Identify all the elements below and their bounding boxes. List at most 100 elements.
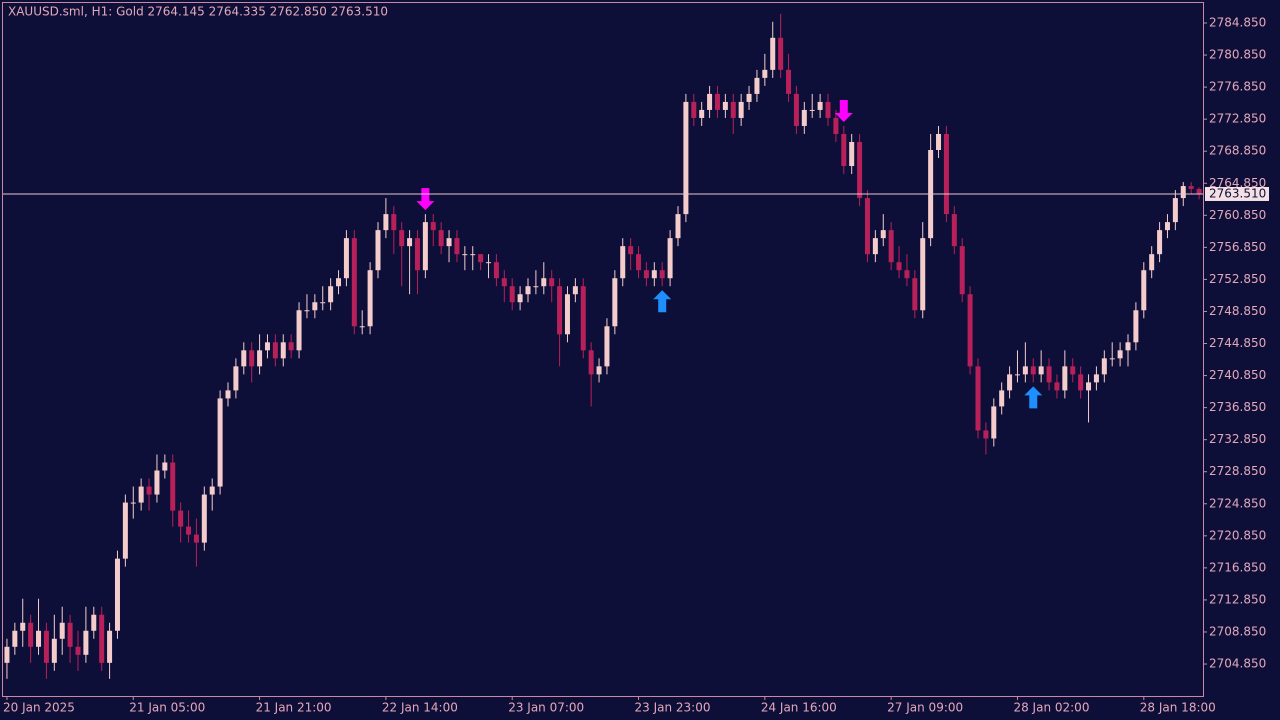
candle-body bbox=[778, 37, 784, 70]
candle-body bbox=[722, 101, 728, 110]
candle-body bbox=[414, 238, 420, 271]
buy-arrow bbox=[653, 290, 672, 313]
candle-body bbox=[1086, 382, 1092, 391]
y-tick-label: 2720.850 bbox=[1209, 528, 1266, 542]
candle-body bbox=[43, 630, 49, 663]
candle-body bbox=[833, 117, 839, 134]
candle-body bbox=[462, 254, 468, 256]
y-tick-label: 2752.850 bbox=[1209, 272, 1266, 286]
candle-body bbox=[817, 101, 823, 110]
candle-body bbox=[59, 622, 65, 639]
x-tick-label: 27 Jan 09:00 bbox=[887, 701, 963, 715]
y-tick-label: 2724.850 bbox=[1209, 496, 1266, 510]
candle-body bbox=[272, 342, 278, 359]
candle-body bbox=[549, 278, 555, 287]
candle-body bbox=[825, 101, 831, 118]
y-tick-label: 2772.850 bbox=[1209, 112, 1266, 126]
y-tick-label: 2744.850 bbox=[1209, 336, 1266, 350]
candle-body bbox=[1180, 186, 1186, 199]
candle-body bbox=[746, 93, 752, 102]
candle-body bbox=[991, 406, 997, 439]
y-tick-label: 2732.850 bbox=[1209, 432, 1266, 446]
candle-body bbox=[107, 630, 113, 663]
x-tick-label: 22 Jan 14:00 bbox=[382, 701, 458, 715]
buy-arrow bbox=[1024, 386, 1043, 409]
candle-body bbox=[770, 37, 776, 70]
candle-body bbox=[786, 69, 792, 94]
candle-body bbox=[1125, 342, 1131, 351]
candle-body bbox=[999, 390, 1005, 407]
candle-body bbox=[904, 270, 910, 279]
candle-body bbox=[1022, 366, 1028, 375]
candle-body bbox=[114, 558, 120, 631]
candle-body bbox=[541, 278, 547, 287]
candle-body bbox=[943, 133, 949, 215]
candle-body bbox=[36, 630, 42, 647]
x-tick-label: 28 Jan 02:00 bbox=[1013, 701, 1089, 715]
candle-body bbox=[186, 526, 192, 535]
x-tick-label: 21 Jan 05:00 bbox=[129, 701, 205, 715]
candle-body bbox=[280, 342, 286, 359]
candle-body bbox=[1014, 374, 1020, 376]
candle-body bbox=[122, 502, 128, 559]
y-tick-label: 2740.850 bbox=[1209, 368, 1266, 382]
candle-body bbox=[193, 534, 199, 543]
candle-body bbox=[422, 222, 428, 271]
candle-body bbox=[288, 342, 294, 351]
sell-arrow bbox=[416, 188, 435, 211]
plot-frame bbox=[2, 2, 1204, 697]
candle-body bbox=[328, 286, 334, 303]
candle-body bbox=[201, 494, 207, 543]
candle-body bbox=[1196, 188, 1202, 194]
candle-body bbox=[849, 141, 855, 167]
candle-body bbox=[1030, 366, 1036, 375]
candle-body bbox=[1046, 366, 1052, 383]
candle-body bbox=[367, 270, 373, 327]
candle-body bbox=[343, 238, 349, 279]
candle-body bbox=[359, 326, 365, 328]
candle-body bbox=[754, 77, 760, 94]
candle-body bbox=[99, 614, 105, 663]
candle-body bbox=[1133, 310, 1139, 343]
x-tick-label: 28 Jan 18:00 bbox=[1140, 701, 1216, 715]
candle-body bbox=[1117, 350, 1123, 359]
candle-body bbox=[351, 238, 357, 327]
candle-body bbox=[557, 286, 563, 335]
candle-body bbox=[738, 101, 744, 118]
candle-body bbox=[1164, 222, 1170, 231]
x-tick-label: 23 Jan 07:00 bbox=[508, 701, 584, 715]
y-tick-label: 2764.850 bbox=[1209, 176, 1266, 190]
x-tick-label: 24 Jan 16:00 bbox=[761, 701, 837, 715]
last-price-box bbox=[1205, 186, 1269, 201]
candle-body bbox=[320, 302, 326, 304]
candle-body bbox=[1062, 366, 1068, 391]
candle-body bbox=[493, 262, 499, 279]
candle-body bbox=[596, 366, 602, 375]
candle-body bbox=[628, 246, 634, 255]
candle-body bbox=[841, 133, 847, 167]
candle-body bbox=[91, 614, 97, 631]
candle-body bbox=[83, 630, 89, 655]
candle-body bbox=[375, 230, 381, 271]
candle-body bbox=[336, 278, 342, 287]
candle-body bbox=[304, 310, 310, 312]
x-tick-label: 21 Jan 21:00 bbox=[256, 701, 332, 715]
candle-body bbox=[896, 262, 902, 271]
candle-body bbox=[4, 646, 10, 663]
y-tick-label: 2708.850 bbox=[1209, 624, 1266, 638]
candle-body bbox=[604, 326, 610, 367]
candle-body bbox=[517, 294, 523, 303]
y-tick-label: 2712.850 bbox=[1209, 592, 1266, 606]
x-tick-label: 23 Jan 23:00 bbox=[635, 701, 711, 715]
candle-body bbox=[651, 270, 657, 279]
candle-body bbox=[312, 302, 318, 311]
candle-body bbox=[959, 246, 965, 295]
y-tick-label: 2756.850 bbox=[1209, 240, 1266, 254]
candle-body bbox=[1007, 374, 1013, 391]
candle-body bbox=[636, 254, 642, 271]
candle-body bbox=[75, 646, 81, 655]
candle-body bbox=[888, 230, 894, 263]
candle-body bbox=[951, 214, 957, 247]
y-tick-label: 2760.850 bbox=[1209, 208, 1266, 222]
